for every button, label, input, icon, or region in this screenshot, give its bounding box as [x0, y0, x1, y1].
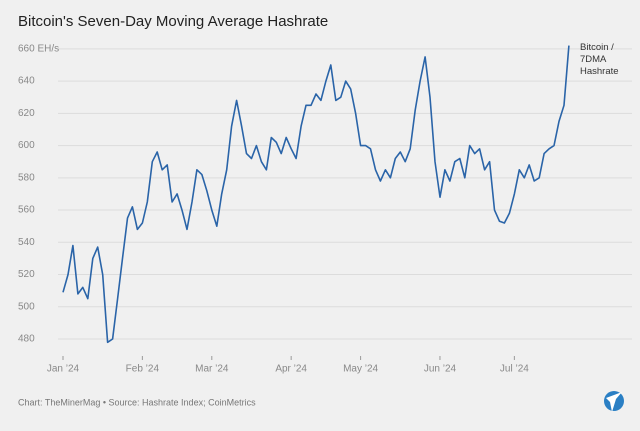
x-tick-label: Jun ’24: [424, 364, 457, 375]
y-tick-label: 640: [18, 76, 35, 87]
y-tick-label: 620: [18, 108, 35, 119]
y-tick-label: 540: [18, 237, 35, 248]
footer: Chart: TheMinerMag • Source: Hashrate In…: [18, 397, 256, 407]
y-tick-label: 600: [18, 140, 35, 151]
y-tick-label: 580: [18, 172, 35, 183]
line: [62, 45, 570, 344]
y-tick-label: 660 EH/s: [18, 43, 59, 54]
y-tick-label: 480: [18, 334, 35, 345]
series-label: Bitcoin / 7DMA Hashrate: [580, 42, 619, 77]
x-tick-label: Jul ’24: [500, 364, 529, 375]
chart-title: Bitcoin's Seven-Day Moving Average Hashr…: [18, 13, 328, 30]
x-tick-label: Mar ’24: [195, 364, 229, 375]
x-tick-label: Apr ’24: [275, 364, 307, 375]
x-tick-label: Jan ’24: [47, 364, 80, 375]
x-tick-label: Feb ’24: [126, 364, 160, 375]
y-tick-label: 500: [18, 301, 35, 312]
y-tick-label: 520: [18, 269, 35, 280]
x-tick-label: May ’24: [343, 364, 378, 375]
y-tick-label: 560: [18, 205, 35, 216]
logo: [604, 391, 624, 412]
